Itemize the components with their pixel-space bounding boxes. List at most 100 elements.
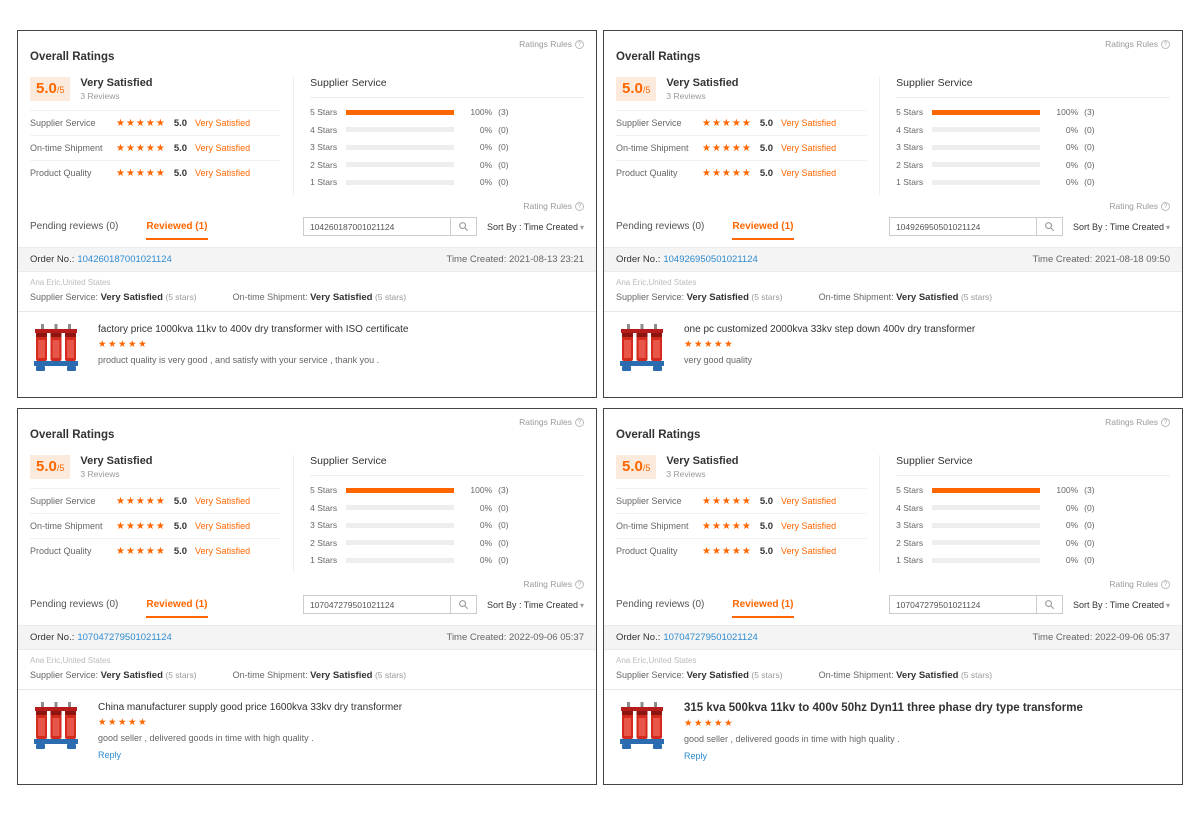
reply-link[interactable]: Reply bbox=[98, 749, 122, 760]
overall-score-box: 5.0/5 bbox=[30, 77, 71, 101]
ontime-shipment-value: Very Satisfied bbox=[896, 291, 959, 303]
rating-score: 5.0 bbox=[759, 495, 774, 507]
histogram-bar-fill bbox=[932, 487, 1041, 493]
ratings-rules-link[interactable]: Ratings Rules? bbox=[616, 39, 1170, 49]
histogram-percent: 0% bbox=[479, 555, 493, 565]
tab-pending-reviews[interactable]: Pending reviews (0) bbox=[30, 220, 119, 232]
search-icon bbox=[459, 222, 469, 232]
product-image[interactable] bbox=[616, 700, 668, 752]
rating-score: 5.0 bbox=[173, 117, 188, 129]
reply-link[interactable]: Reply bbox=[684, 750, 708, 761]
histogram-percent: 100% bbox=[470, 485, 493, 495]
rating-rules-link[interactable]: Rating Rules? bbox=[616, 579, 1170, 589]
ontime-shipment-label: On-time Shipment: bbox=[818, 669, 894, 680]
histogram-count: (0) bbox=[498, 142, 509, 152]
rating-rules-link[interactable]: Rating Rules? bbox=[30, 201, 584, 211]
histogram-row-label: 2 Stars bbox=[310, 159, 338, 170]
histogram-bar bbox=[346, 505, 455, 510]
rating-row-label: Product Quality bbox=[616, 168, 678, 178]
histogram-percent: 100% bbox=[1056, 107, 1079, 117]
buyer-block: Ana Eric,United States Supplier Service:… bbox=[18, 272, 596, 312]
histogram-percent: 0% bbox=[479, 124, 493, 135]
sort-by-control[interactable]: Sort By : Time Created ▾ bbox=[1073, 222, 1170, 232]
order-number-link[interactable]: 104260187001021124 bbox=[77, 253, 172, 265]
histogram-bar bbox=[346, 540, 455, 545]
supplier-service-value: Very Satisfied bbox=[100, 669, 163, 681]
tab-pending-reviews[interactable]: Pending reviews (0) bbox=[30, 598, 119, 610]
tabs: Pending reviews (0) Reviewed (1) bbox=[30, 214, 208, 240]
rating-rules-link[interactable]: Rating Rules? bbox=[616, 201, 1170, 211]
rating-satisfaction: Very Satisfied bbox=[195, 546, 251, 556]
buyer-block: Ana Eric,United States Supplier Service:… bbox=[604, 650, 1182, 690]
histogram-bar-fill bbox=[932, 109, 1041, 115]
ratings-rules-link[interactable]: Ratings Rules? bbox=[30, 39, 584, 49]
tabs: Pending reviews (0) Reviewed (1) bbox=[616, 592, 794, 618]
search-button[interactable] bbox=[450, 595, 477, 614]
time-created: Time Created: 2021-08-13 23:21 bbox=[447, 254, 585, 265]
product-image[interactable] bbox=[30, 700, 82, 752]
ratings-rules-link[interactable]: Ratings Rules? bbox=[30, 417, 584, 427]
search-button[interactable] bbox=[1036, 217, 1063, 236]
transformer-product-icon bbox=[620, 323, 664, 371]
rating-satisfaction: Very Satisfied bbox=[195, 118, 251, 128]
histogram-percent: 0% bbox=[479, 537, 493, 548]
sort-by-control[interactable]: Sort By : Time Created ▾ bbox=[487, 222, 584, 232]
histogram-bar bbox=[932, 505, 1041, 510]
order-search-input[interactable] bbox=[302, 595, 451, 614]
tab-reviewed[interactable]: Reviewed (1) bbox=[732, 214, 794, 240]
satisfaction-label: Very Satisfied bbox=[666, 455, 739, 467]
score-value: 5.0 bbox=[36, 458, 57, 475]
ontime-shipment-label: On-time Shipment: bbox=[818, 291, 894, 302]
sort-by-control[interactable]: Sort By : Time Created ▾ bbox=[1073, 600, 1170, 610]
review-stars-icon: ★★★★★ bbox=[684, 717, 735, 729]
summary-right: Supplier Service 5 Stars 100% (3) 4 Star… bbox=[293, 455, 584, 573]
order-number-link[interactable]: 107047279501021124 bbox=[663, 631, 758, 643]
histogram-count: (3) bbox=[498, 107, 509, 117]
rating-stars-icon: ★★★★★ bbox=[116, 520, 166, 532]
time-created: Time Created: 2021-08-18 09:50 bbox=[1033, 254, 1171, 265]
rating-score: 5.0 bbox=[759, 545, 774, 557]
rating-rows: Supplier Service ★★★★★ 5.0 Very Satisfie… bbox=[616, 110, 868, 185]
sort-by-control[interactable]: Sort By : Time Created ▾ bbox=[487, 600, 584, 610]
review-title: factory price 1000kva 11kv to 400v dry t… bbox=[98, 323, 409, 335]
time-created-value: 2022-09-06 05:37 bbox=[508, 631, 584, 643]
product-image[interactable] bbox=[30, 322, 82, 374]
order-search-input[interactable] bbox=[302, 217, 451, 236]
histogram-title: Supplier Service bbox=[310, 77, 584, 98]
histogram-count: (0) bbox=[1084, 159, 1095, 170]
histogram-count: (0) bbox=[498, 520, 509, 530]
order-search-input[interactable] bbox=[888, 595, 1037, 614]
rating-row-label: Product Quality bbox=[30, 546, 92, 556]
rating-stars-icon: ★★★★★ bbox=[702, 520, 752, 532]
rating-row: Product Quality ★★★★★ 5.0 Very Satisfied bbox=[30, 538, 282, 563]
histogram-percent: 0% bbox=[1065, 537, 1079, 548]
tab-reviewed[interactable]: Reviewed (1) bbox=[146, 214, 208, 240]
histogram-row-label: 5 Stars bbox=[896, 485, 924, 495]
overall-ratings-title: Overall Ratings bbox=[30, 429, 115, 441]
search-button[interactable] bbox=[1036, 595, 1063, 614]
rating-row: On-time Shipment ★★★★★ 5.0 Very Satisfie… bbox=[30, 513, 282, 538]
rating-rules-link[interactable]: Rating Rules? bbox=[30, 579, 584, 589]
tab-pending-reviews[interactable]: Pending reviews (0) bbox=[616, 598, 705, 610]
rating-stars-icon: ★★★★★ bbox=[702, 167, 752, 179]
sort-by-label: Sort By : Time Created bbox=[486, 599, 578, 610]
review-title: China manufacturer supply good price 160… bbox=[98, 701, 403, 713]
supplier-service-stars: (5 stars) bbox=[751, 291, 783, 302]
order-number-link[interactable]: 104926950501021124 bbox=[663, 253, 758, 265]
tab-pending-reviews[interactable]: Pending reviews (0) bbox=[616, 220, 705, 232]
ratings-rules-link[interactable]: Ratings Rules? bbox=[616, 417, 1170, 427]
search-button[interactable] bbox=[450, 217, 477, 236]
rating-rows: Supplier Service ★★★★★ 5.0 Very Satisfie… bbox=[30, 488, 282, 563]
order-number-link[interactable]: 107047279501021124 bbox=[77, 631, 172, 643]
rating-row: On-time Shipment ★★★★★ 5.0 Very Satisfie… bbox=[616, 513, 868, 538]
summary-right: Supplier Service 5 Stars 100% (3) 4 Star… bbox=[879, 455, 1170, 573]
rating-row-label: On-time Shipment bbox=[616, 521, 689, 531]
transformer-product-icon bbox=[34, 701, 78, 749]
tab-reviewed[interactable]: Reviewed (1) bbox=[732, 592, 794, 618]
score-value: 5.0 bbox=[622, 80, 643, 97]
tab-reviewed[interactable]: Reviewed (1) bbox=[146, 592, 208, 618]
histogram-bar bbox=[346, 179, 455, 185]
product-image[interactable] bbox=[616, 322, 668, 374]
order-search-input[interactable] bbox=[888, 217, 1037, 236]
histogram-percent: 0% bbox=[1065, 159, 1079, 170]
